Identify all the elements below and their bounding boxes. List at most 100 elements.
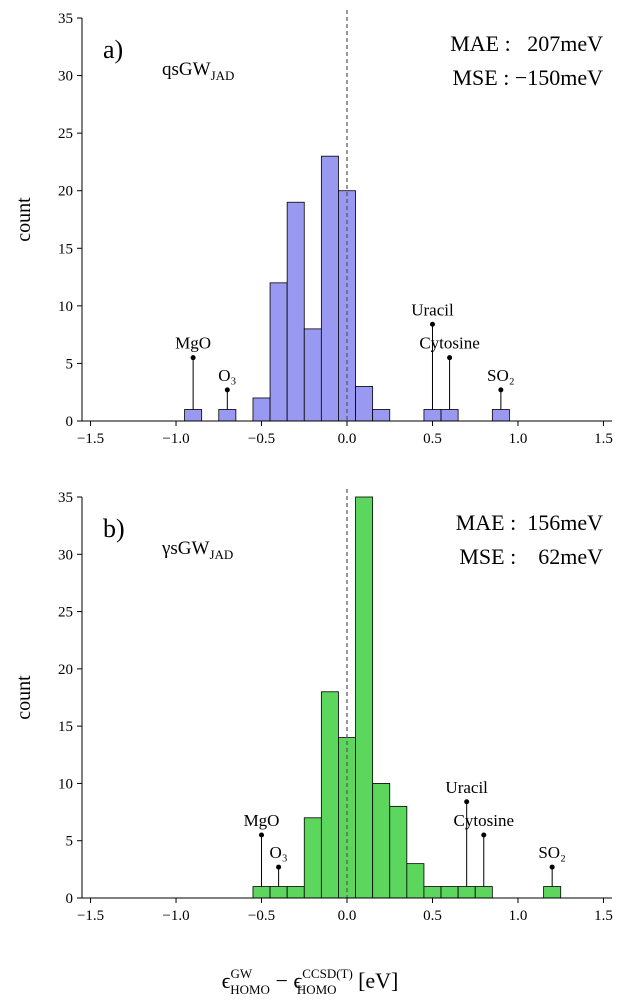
annotation-label: SO₂ (538, 843, 566, 862)
annotation-dot (447, 355, 453, 361)
bar (303, 328, 322, 422)
y-tick-label: 10 (58, 776, 73, 792)
y-tick-label: 15 (58, 719, 73, 735)
xl-unit: [eV] (353, 968, 399, 993)
y-tick-label: 30 (58, 547, 73, 563)
xl-minus: − (270, 968, 293, 993)
bar (286, 201, 305, 422)
panel-title: qsGWJAD (162, 59, 234, 83)
bar (440, 409, 459, 422)
bar (355, 496, 374, 899)
y-tick-label: 25 (58, 605, 73, 621)
bar (389, 805, 408, 899)
y-tick-label: 15 (58, 241, 73, 257)
bar (423, 886, 442, 899)
stat-line: MSE : 62meV (459, 544, 603, 569)
bar (355, 386, 374, 422)
y-tick-label: 35 (58, 11, 73, 27)
bar (474, 886, 493, 899)
y-tick-label: 25 (58, 126, 73, 142)
annotation-dot (259, 832, 265, 838)
bar (286, 886, 305, 899)
annotation-label: O₃ (218, 366, 236, 385)
annotation-dot (224, 387, 230, 393)
x-tick-label: −1.5 (77, 431, 104, 447)
y-tick-label: 30 (58, 69, 73, 85)
y-axis-label: count (13, 675, 35, 720)
stat-line: MAE : 156meV (456, 510, 603, 535)
y-axis-label: count (13, 197, 35, 242)
bar (491, 409, 510, 422)
xl-symbol: ϵ (222, 968, 231, 993)
bar (423, 409, 442, 422)
annotation-label: Cytosine (419, 334, 479, 353)
annotation-label: O₃ (270, 843, 288, 862)
x-tick-label: −1.0 (162, 908, 189, 924)
annotation-label: Uracil (411, 300, 454, 319)
bar (320, 691, 339, 899)
annotation-label: SO₂ (487, 366, 515, 385)
bar (372, 409, 391, 422)
x-tick-label: 1.5 (594, 908, 613, 924)
x-tick-label: 1.0 (509, 431, 528, 447)
x-tick-label: 1.0 (509, 908, 528, 924)
title-subscript: JAD (211, 68, 235, 83)
x-tick-label: −1.5 (77, 908, 104, 924)
y-tick-label: 0 (66, 414, 74, 430)
stat-line: MAE : 207meV (450, 31, 603, 56)
xl-sup: GW (231, 966, 253, 981)
annotation-dot (549, 864, 555, 870)
bar (440, 886, 459, 899)
xl-symbol2: ϵ (293, 968, 302, 993)
bar (184, 409, 203, 422)
bar (303, 817, 322, 899)
x-tick-label: 0.5 (423, 908, 442, 924)
panel-label: a) (103, 35, 123, 64)
y-tick-label: 20 (58, 662, 73, 678)
annotation-label: Uracil (445, 778, 488, 797)
y-tick-label: 35 (58, 490, 73, 506)
xl-sub: HOMO (230, 982, 270, 997)
y-tick-label: 0 (66, 891, 74, 907)
annotation-dot (429, 321, 435, 327)
panel-label: b) (103, 514, 125, 543)
bar (252, 397, 271, 422)
x-tick-label: −1.0 (162, 431, 189, 447)
bar (457, 886, 476, 899)
bar (269, 886, 288, 899)
y-tick-label: 10 (58, 299, 73, 315)
x-tick-label: 0.0 (338, 431, 357, 447)
y-tick-label: 5 (66, 834, 74, 850)
panel-title: γsGWJAD (161, 538, 233, 562)
xl-sub2: HOMO (297, 982, 337, 997)
y-tick-label: 20 (58, 184, 73, 200)
bar (543, 886, 562, 899)
bar (372, 783, 391, 899)
x-tick-label: −0.5 (248, 908, 275, 924)
bar (269, 282, 288, 422)
bar (406, 863, 425, 899)
bar (338, 737, 356, 899)
x-tick-label: 1.5 (594, 431, 613, 447)
annotation-label: MgO (175, 334, 211, 353)
y-tick-label: 5 (66, 356, 74, 372)
title-main: γsGW (161, 538, 210, 559)
annotation-label: MgO (244, 811, 280, 830)
x-axis-label: ϵGW HOMO − ϵCCSD(T) HOMO [eV] (222, 966, 399, 997)
title-subscript: JAD (209, 547, 233, 562)
bar (320, 155, 339, 422)
x-tick-label: 0.5 (423, 431, 442, 447)
title-main: qsGW (162, 59, 211, 80)
annotation-label: Cytosine (454, 811, 514, 830)
bar (252, 886, 271, 899)
bar (218, 409, 237, 422)
x-tick-label: −0.5 (248, 431, 275, 447)
x-tick-label: 0.0 (338, 908, 357, 924)
annotation-dot (464, 799, 470, 805)
stat-line: MSE : −150meV (452, 65, 603, 90)
annotation-dot (276, 864, 282, 870)
xl-sup2: CCSD(T) (302, 966, 353, 981)
annotation-dot (190, 355, 196, 361)
